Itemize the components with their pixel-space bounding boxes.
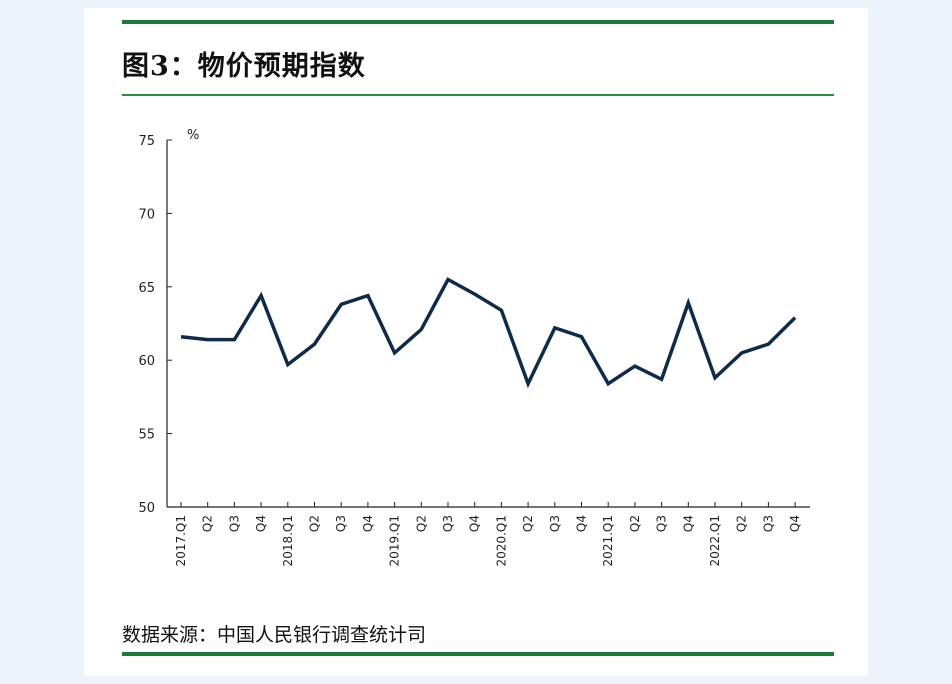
x-axis-ticks: 2017.Q1 Q2 Q3 Q4 2018.Q1 Q2 Q3 Q4 2019.Q1 Q2 Q3 Q4 2… xyxy=(174,502,802,566)
x-tick-label: Q2 xyxy=(201,515,215,532)
y-tick-label: 75 xyxy=(138,134,155,149)
y-axis-unit: % xyxy=(187,128,199,143)
x-tick-label: Q2 xyxy=(521,515,535,532)
data-source: 数据来源：中国人民银行调查统计司 xyxy=(122,624,427,646)
x-tick-label: Q2 xyxy=(308,515,322,532)
y-tick-label: 65 xyxy=(138,281,155,296)
x-tick-label: Q4 xyxy=(681,515,695,532)
x-tick-label: Q4 xyxy=(468,515,482,532)
x-tick-label: Q2 xyxy=(414,515,428,532)
x-tick-label: 2018.Q1 xyxy=(281,515,295,566)
y-tick-label: 50 xyxy=(138,501,155,516)
x-tick-label: 2020.Q1 xyxy=(494,515,508,566)
title-rule xyxy=(122,94,834,96)
x-tick-label: Q3 xyxy=(441,515,455,532)
x-tick-label: Q3 xyxy=(548,515,562,532)
x-tick-label: Q4 xyxy=(575,515,589,532)
y-axis-ticks: 50 55 60 65 70 75% xyxy=(138,128,199,516)
top-rule xyxy=(122,20,834,24)
x-tick-label: Q4 xyxy=(254,515,268,532)
x-tick-label: Q4 xyxy=(361,515,375,532)
chart-card xyxy=(84,8,868,676)
y-tick-label: 70 xyxy=(138,207,155,222)
x-tick-label: 2022.Q1 xyxy=(708,515,722,566)
x-tick-label: 2019.Q1 xyxy=(388,515,402,566)
y-tick-label: 55 xyxy=(138,428,155,443)
x-tick-label: Q3 xyxy=(761,515,775,532)
series-line xyxy=(180,277,797,389)
x-tick-label: Q2 xyxy=(735,515,749,532)
x-tick-label: Q3 xyxy=(655,515,669,532)
x-tick-label: Q3 xyxy=(334,515,348,532)
x-tick-label: 2017.Q1 xyxy=(174,515,188,566)
x-tick-label: Q2 xyxy=(628,515,642,532)
bottom-rule xyxy=(122,652,834,656)
chart-axes xyxy=(166,140,810,508)
x-tick-label: Q3 xyxy=(227,515,241,532)
x-tick-label: Q4 xyxy=(788,515,802,532)
x-tick-label: 2021.Q1 xyxy=(601,515,615,566)
series-points xyxy=(180,279,796,384)
chart-title: 图3：物价预期指数 xyxy=(122,51,366,82)
y-tick-label: 60 xyxy=(138,354,155,369)
